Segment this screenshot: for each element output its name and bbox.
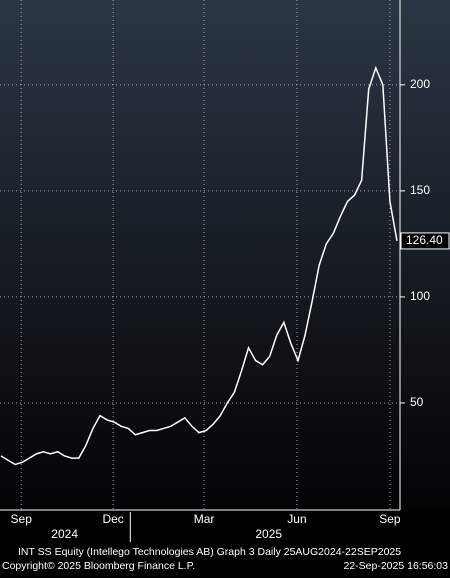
y-tick-label: 200 (410, 77, 430, 91)
y-tick-label: 100 (410, 289, 430, 303)
price-line (0, 65, 398, 466)
year-label: 2024 (51, 527, 78, 541)
x-tick-label: Sep (11, 512, 33, 526)
timestamp: 22-Sep-2025 16:56:03 (343, 560, 448, 572)
year-label: 2025 (255, 527, 282, 541)
copyright: Copyright© 2025 Bloomberg Finance L.P. (2, 560, 195, 572)
x-tick-label: Mar (194, 512, 215, 526)
last-value-label: 126.40 (406, 233, 443, 247)
y-tick-label: 150 (410, 183, 430, 197)
x-tick-label: Jun (287, 512, 306, 526)
x-tick-label: Sep (379, 512, 401, 526)
footer-title: INT SS Equity (Intellego Technologies AB… (18, 546, 401, 558)
last-value-box (400, 232, 450, 250)
x-tick-label: Dec (102, 512, 123, 526)
y-tick-label: 50 (410, 395, 424, 409)
plot-background (0, 0, 450, 510)
